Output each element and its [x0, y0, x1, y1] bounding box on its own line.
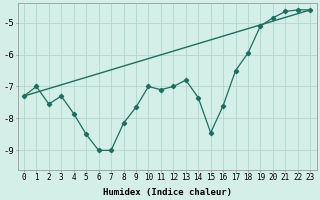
- X-axis label: Humidex (Indice chaleur): Humidex (Indice chaleur): [103, 188, 232, 197]
